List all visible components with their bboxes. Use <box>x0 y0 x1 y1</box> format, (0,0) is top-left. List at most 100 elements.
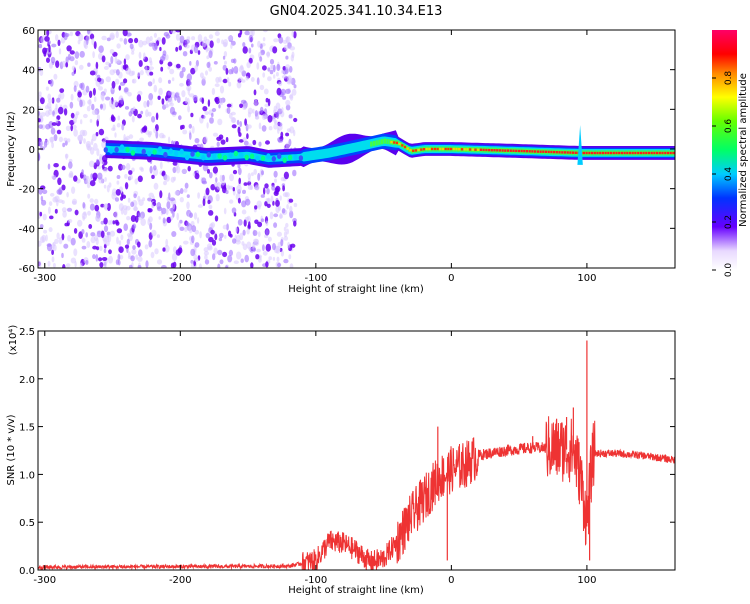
band-peak <box>531 150 534 153</box>
band-core <box>554 149 557 155</box>
band-peak <box>550 150 553 154</box>
noise-speck <box>92 87 96 96</box>
noise-speck <box>87 30 91 35</box>
noise-speck <box>284 192 290 198</box>
noise-speck <box>69 56 75 62</box>
band-spike <box>577 125 583 165</box>
band-peak <box>650 151 653 155</box>
noise-speck <box>161 207 167 215</box>
noise-speck <box>87 193 91 199</box>
top-ytick-label: -20 <box>19 185 35 196</box>
band-peak <box>656 151 659 155</box>
noise-speck <box>214 31 220 37</box>
band-blob <box>125 146 130 153</box>
noise-speck <box>244 30 250 36</box>
band-core <box>549 149 552 155</box>
noise-speck <box>156 259 163 265</box>
noise-speck <box>42 189 48 195</box>
noise-speck <box>66 138 71 143</box>
noise-speck <box>68 173 72 178</box>
noise-speck <box>220 139 226 145</box>
noise-speck <box>258 141 262 147</box>
noise-speck <box>273 213 279 218</box>
noise-speck <box>157 95 161 101</box>
band-core <box>421 146 424 152</box>
noise-speck <box>132 245 136 250</box>
noise-speck <box>83 113 88 119</box>
noise-speck <box>63 243 69 249</box>
noise-speck <box>288 254 292 260</box>
noise-speck <box>114 78 120 85</box>
noise-speck <box>129 264 133 268</box>
noise-speck <box>214 215 219 222</box>
band-peak <box>515 149 518 153</box>
noise-speck <box>266 188 270 195</box>
noise-speck <box>74 60 79 66</box>
noise-speck <box>212 166 218 174</box>
noise-speck <box>116 228 123 234</box>
noise-speck <box>265 97 269 103</box>
noise-speck <box>145 36 151 45</box>
top-ytick-label: 40 <box>22 66 35 77</box>
noise-speck <box>169 68 175 75</box>
band-peak <box>566 151 569 154</box>
noise-speck <box>238 132 242 137</box>
noise-speck <box>131 79 135 84</box>
noise-speck <box>38 240 42 247</box>
noise-speck <box>108 249 112 255</box>
noise-speck <box>179 188 184 194</box>
band-peak <box>666 151 670 155</box>
band-blob <box>228 152 233 158</box>
noise-speck <box>109 99 113 108</box>
noise-speck <box>198 263 202 268</box>
noise-speck <box>116 175 121 179</box>
noise-speck <box>216 136 222 141</box>
noise-speck <box>41 234 46 243</box>
noise-speck <box>125 135 130 141</box>
noise-speck <box>53 163 59 168</box>
band-peak <box>493 149 496 152</box>
noise-speck <box>105 96 111 101</box>
noise-speck <box>149 99 153 106</box>
noise-speck <box>254 110 258 118</box>
noise-speck <box>139 137 145 142</box>
band-blob <box>103 147 109 153</box>
bottom-xtick-label: 100 <box>577 575 596 586</box>
noise-speck <box>47 260 51 267</box>
band-peak <box>395 141 398 145</box>
noise-speck <box>265 220 269 226</box>
noise-speck <box>95 158 100 166</box>
noise-speck <box>87 145 92 151</box>
noise-speck <box>239 121 242 128</box>
noise-speck <box>134 215 139 223</box>
band-core <box>519 148 522 154</box>
band-core <box>370 141 373 147</box>
noise-speck <box>281 208 286 214</box>
noise-speck <box>101 35 107 41</box>
band-peak <box>553 150 556 154</box>
band-peak <box>601 151 604 155</box>
noise-speck <box>208 236 214 243</box>
band-core <box>402 143 405 149</box>
noise-speck <box>257 172 261 181</box>
noise-speck <box>201 180 208 185</box>
band-core <box>435 146 438 152</box>
noise-speck <box>210 229 215 235</box>
noise-speck <box>160 56 166 62</box>
noise-speck <box>189 212 193 218</box>
band-peak <box>599 151 602 155</box>
noise-speck <box>69 101 74 109</box>
band-core <box>432 146 435 152</box>
noise-speck <box>118 240 122 246</box>
noise-speck <box>151 116 156 123</box>
band-core <box>500 147 503 153</box>
noise-speck <box>38 43 43 49</box>
band-peak <box>631 151 634 155</box>
noise-speck <box>265 243 271 252</box>
noise-speck <box>279 213 283 219</box>
noise-speck <box>58 136 64 143</box>
noise-speck <box>271 184 276 191</box>
band-core <box>424 146 427 152</box>
noise-speck <box>261 113 267 121</box>
noise-speck <box>93 142 98 151</box>
